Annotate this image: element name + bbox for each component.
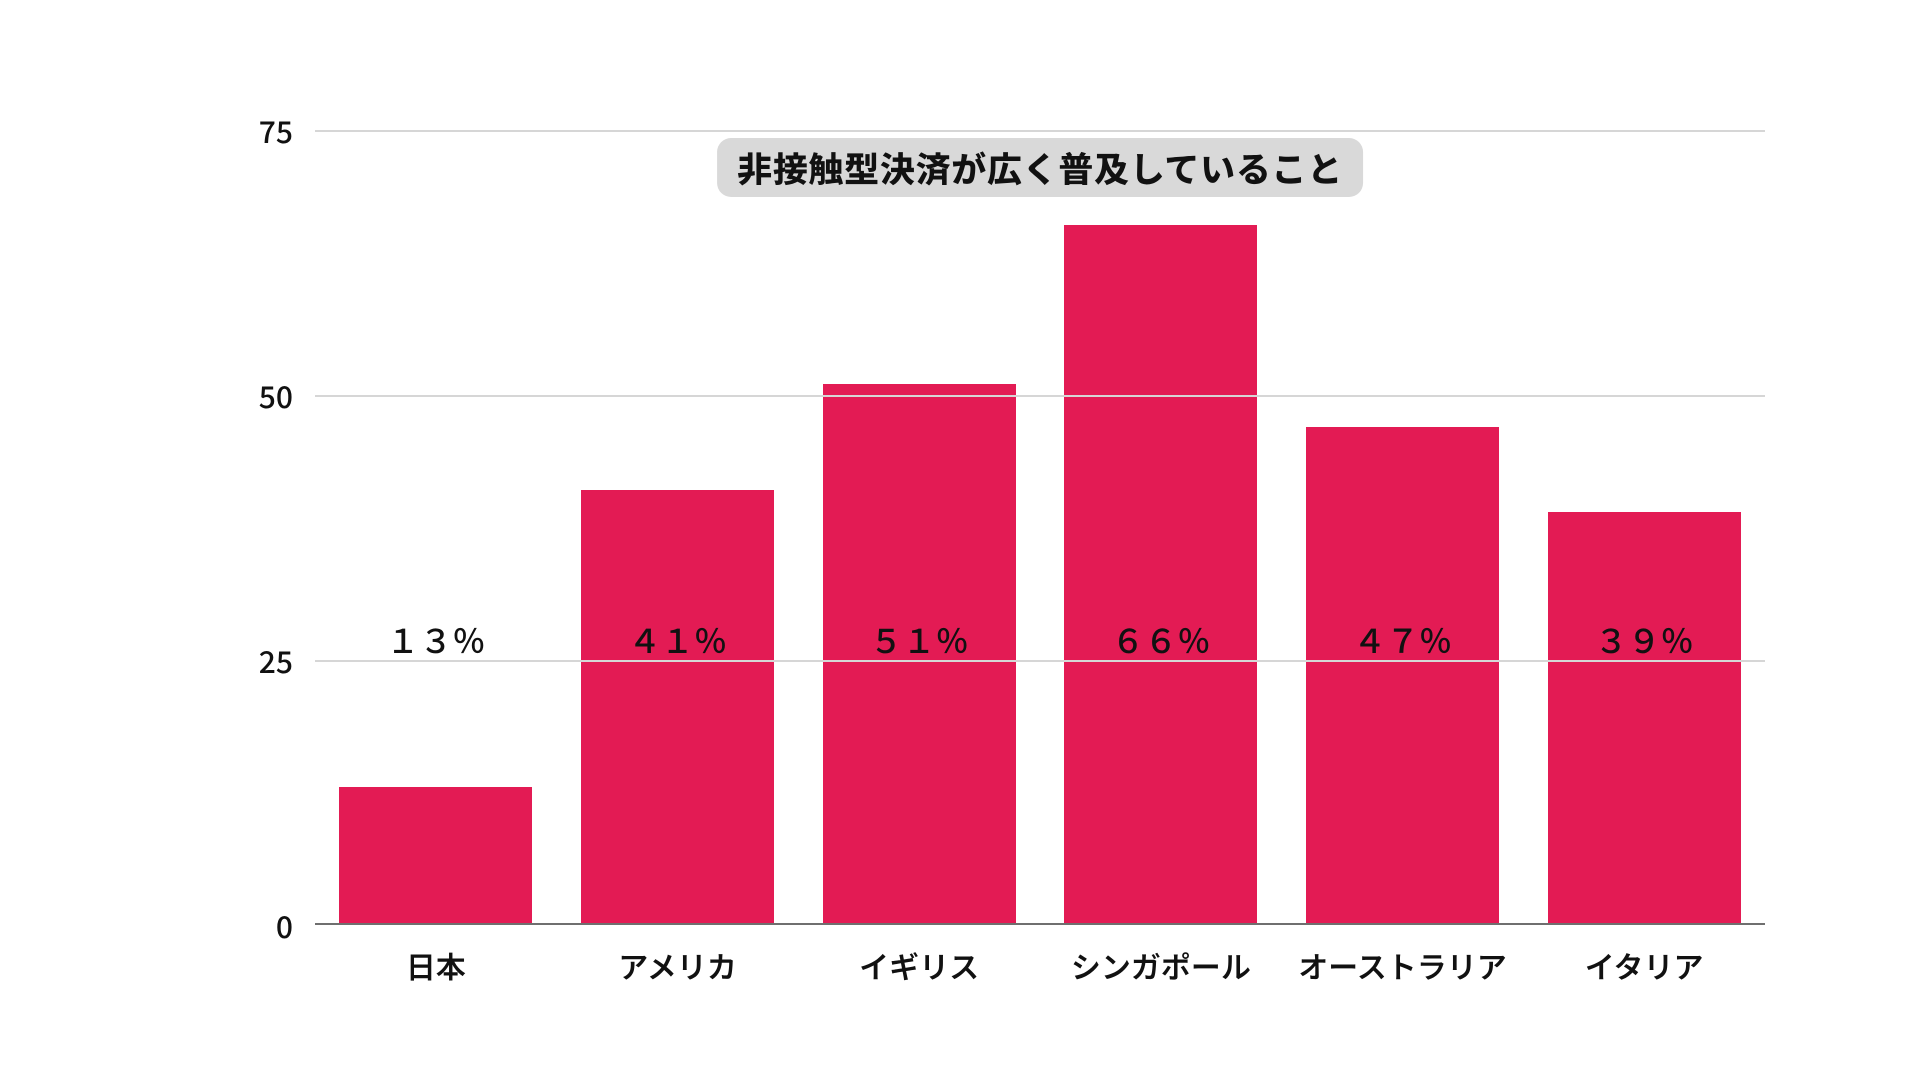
bar xyxy=(1064,225,1257,925)
x-tick-label: 日本 xyxy=(315,943,557,987)
x-axis-baseline xyxy=(315,923,1765,925)
plot-area: １３％４１％５１％６６％４７％３９％ 非接触型決済が広く普及していること 025… xyxy=(315,130,1765,925)
bar xyxy=(339,787,532,925)
bars-layer: １３％４１％５１％６６％４７％３９％ xyxy=(315,130,1765,925)
x-tick-label: オーストラリア xyxy=(1282,943,1524,987)
chart-title-text: 非接触型決済が広く普及していること xyxy=(737,142,1343,193)
gridline xyxy=(315,660,1765,662)
gridline xyxy=(315,395,1765,397)
bar xyxy=(1306,427,1499,925)
x-tick-label: イタリア xyxy=(1523,943,1765,987)
chart-title: 非接触型決済が広く普及していること xyxy=(717,138,1363,197)
bar-chart: １３％４１％５１％６６％４７％３９％ 非接触型決済が広く普及していること 025… xyxy=(315,130,1765,925)
y-tick-label: 50 xyxy=(259,373,315,417)
x-tick-label: アメリカ xyxy=(557,943,799,987)
bar xyxy=(581,490,774,925)
bar-value-label: １３％ xyxy=(339,615,532,663)
bar xyxy=(823,384,1016,925)
bar xyxy=(1548,512,1741,925)
gridline xyxy=(315,130,1765,132)
x-tick-label: シンガポール xyxy=(1040,943,1282,987)
chart-stage: １３％４１％５１％６６％４７％３９％ 非接触型決済が広く普及していること 0 25… xyxy=(0,0,1920,1080)
y-tick-label: 75 xyxy=(259,108,315,152)
y-tick-label: 0 xyxy=(276,903,315,947)
y-tick-label: 25 xyxy=(259,638,315,682)
x-tick-label: イギリス xyxy=(798,943,1040,987)
